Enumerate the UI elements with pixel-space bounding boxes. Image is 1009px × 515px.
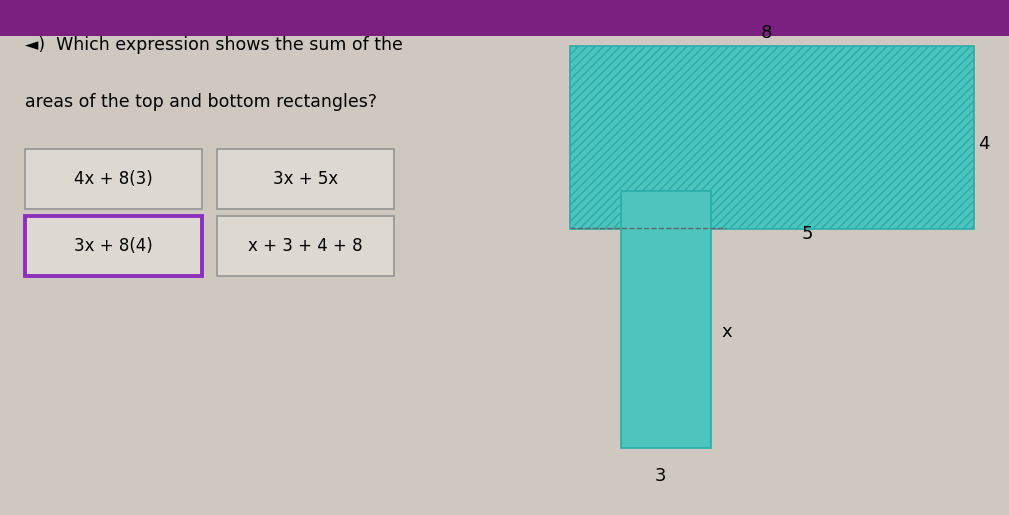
Text: x + 3 + 4 + 8: x + 3 + 4 + 8 — [248, 237, 362, 255]
Bar — [0, 0, 1009, 36]
Text: 4: 4 — [978, 135, 990, 153]
Bar — [25, 149, 202, 209]
Text: x: x — [721, 323, 732, 341]
Text: 3: 3 — [655, 468, 667, 485]
Text: areas of the top and bottom rectangles?: areas of the top and bottom rectangles? — [25, 93, 377, 111]
Text: 4x + 8(3): 4x + 8(3) — [74, 170, 153, 188]
Text: 3x + 8(4): 3x + 8(4) — [74, 237, 153, 255]
Bar — [217, 216, 394, 276]
Text: 8: 8 — [761, 25, 773, 42]
Text: ◄)  Which expression shows the sum of the: ◄) Which expression shows the sum of the — [25, 36, 404, 54]
Bar — [570, 46, 974, 229]
Bar — [25, 216, 202, 276]
Text: 5: 5 — [801, 226, 813, 243]
Text: 3x + 5x: 3x + 5x — [272, 170, 338, 188]
Bar — [621, 191, 711, 448]
Bar — [217, 149, 394, 209]
